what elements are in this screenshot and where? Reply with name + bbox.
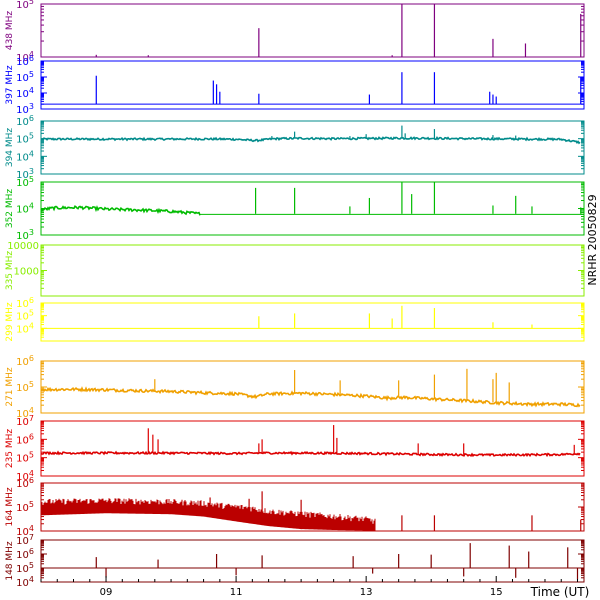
- series-line: [40, 205, 201, 216]
- x-axis: 09 11 13 15: [40, 576, 578, 598]
- panel-frame: [40, 539, 585, 583]
- y-tick-label: 104: [16, 86, 34, 100]
- station-date-label: NRHR 20050829: [586, 194, 599, 285]
- panel-frequency-label: 352 MHz: [5, 189, 15, 229]
- y-tick-label: 105: [16, 132, 34, 146]
- panel-frequency-label: 164 MHz: [5, 487, 15, 527]
- y-tick-label: 105: [16, 500, 34, 514]
- panel-frequency-label: 335 MHz: [5, 251, 15, 291]
- series-line: [40, 386, 581, 408]
- panel-frame: [40, 302, 585, 342]
- panel-frequency-label: 397 MHz: [5, 65, 15, 105]
- y-tick-label: 105: [16, 451, 34, 465]
- x-tick-label: 11: [230, 587, 243, 598]
- y-tick-label: 105: [16, 70, 34, 84]
- y-tick-label: 106: [16, 54, 34, 68]
- series-line: [40, 136, 581, 145]
- y-tick-label: 104: [16, 202, 34, 216]
- panel-frequency-label: 148 MHz: [5, 541, 15, 581]
- y-tick-label: 107: [16, 414, 34, 428]
- x-tick-label: 13: [360, 587, 373, 598]
- x-tick-label: 15: [490, 587, 503, 598]
- y-tick-label: 106: [16, 432, 34, 446]
- panel-frequency-label: 271 MHz: [5, 367, 15, 407]
- y-tick-label: 10000: [7, 241, 39, 252]
- panel-frame: [40, 244, 585, 297]
- panel-frame: [40, 60, 585, 110]
- series-line: [40, 450, 581, 458]
- y-tick-label: 104: [16, 575, 34, 589]
- x-tick-label: 09: [100, 587, 113, 598]
- panel-frame: [40, 3, 585, 58]
- panel-frequency-label: 299 MHz: [5, 302, 15, 342]
- panel-frequency-label: 394 MHz: [5, 128, 15, 168]
- y-tick-label: 105: [16, 561, 34, 575]
- y-tick-label: 105: [16, 175, 34, 189]
- panel-frequency-label: 235 MHz: [5, 429, 15, 469]
- y-tick-label: 106: [16, 476, 34, 490]
- panel-frequency-label: 438 MHz: [5, 11, 15, 51]
- y-tick-label: 1000: [14, 267, 39, 278]
- y-tick-label: 105: [16, 380, 34, 394]
- x-axis-label: Time (UT): [530, 585, 590, 599]
- panel-frame: [40, 120, 585, 175]
- y-tick-label: 103: [16, 228, 34, 242]
- y-tick-label: 106: [16, 114, 34, 128]
- y-tick-label: 107: [16, 533, 34, 547]
- y-tick-label: 105: [16, 0, 34, 11]
- y-tick-label: 106: [16, 547, 34, 561]
- panel-frame: [40, 360, 585, 414]
- panel-frame: [40, 420, 585, 477]
- y-tick-label: 104: [16, 149, 34, 163]
- y-tick-label: 104: [16, 321, 34, 335]
- y-tick-label: 106: [16, 354, 34, 368]
